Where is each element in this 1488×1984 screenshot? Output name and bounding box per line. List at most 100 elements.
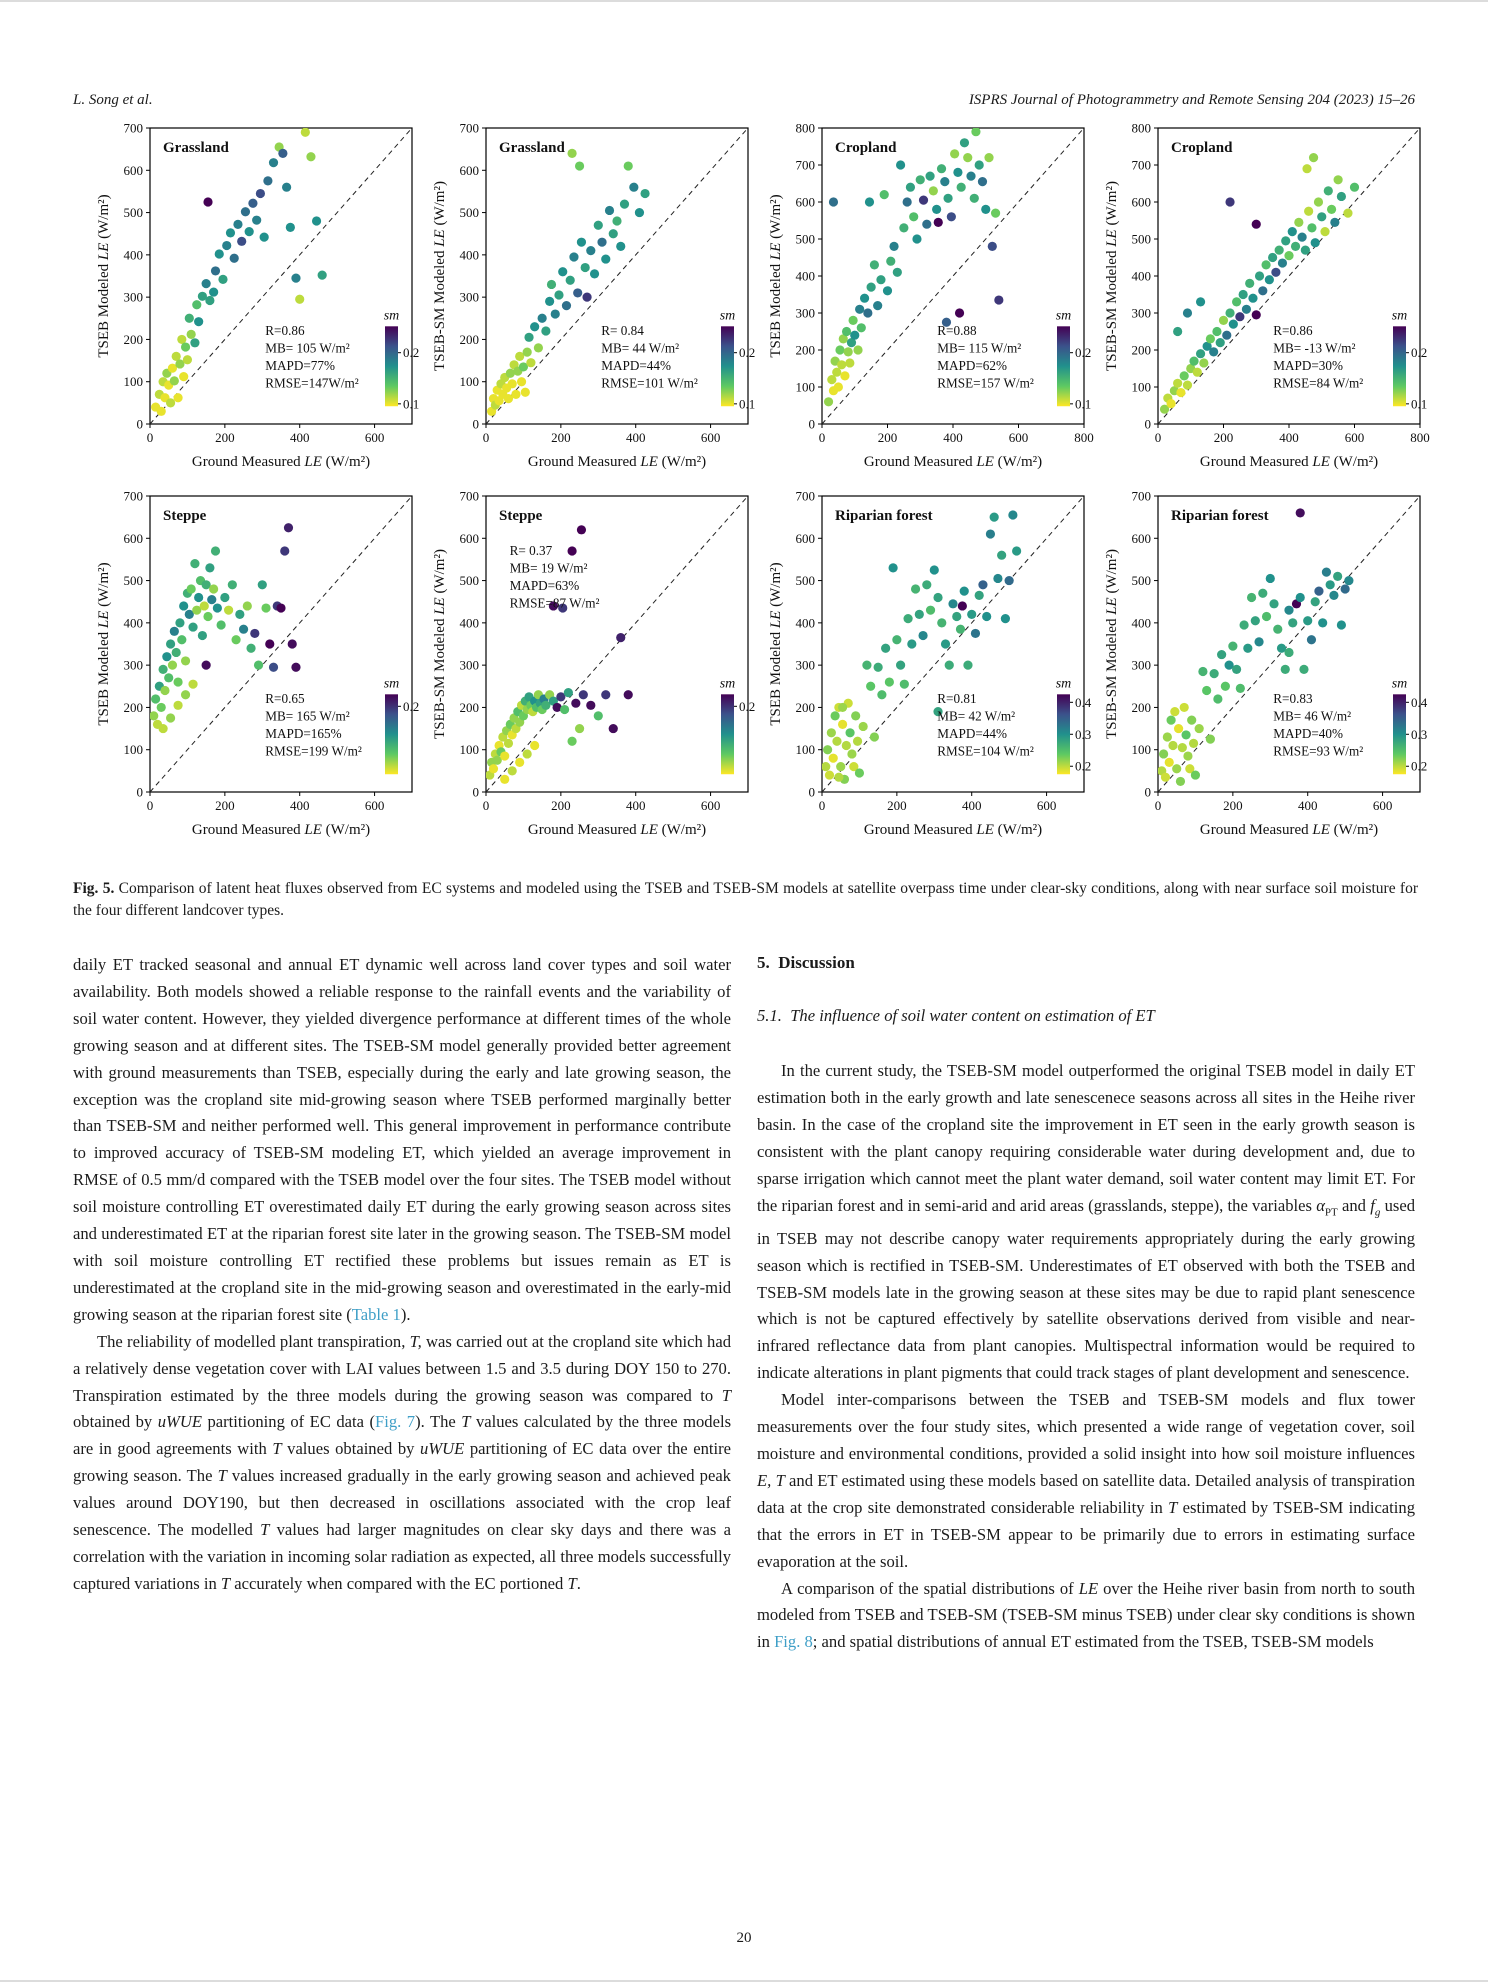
svg-text:Cropland: Cropland [1171, 140, 1233, 156]
svg-text:600: 600 [1345, 430, 1365, 445]
svg-text:700: 700 [796, 158, 816, 173]
svg-text:0: 0 [137, 417, 144, 432]
svg-text:700: 700 [460, 121, 480, 136]
text-run: . [576, 1573, 581, 1593]
svg-text:400: 400 [962, 798, 982, 813]
svg-text:0.1: 0.1 [403, 396, 419, 411]
svg-text:0.2: 0.2 [403, 345, 419, 360]
subscript-text: g [1374, 1205, 1381, 1218]
svg-text:400: 400 [290, 798, 310, 813]
svg-text:400: 400 [124, 247, 144, 262]
svg-text:600: 600 [1373, 798, 1393, 813]
text-run: over the Heihe river basin from north to… [757, 1578, 1415, 1652]
text-run: and [1337, 1195, 1371, 1215]
svg-text:700: 700 [124, 489, 144, 504]
svg-text:0: 0 [819, 430, 826, 445]
svg-text:0: 0 [147, 430, 154, 445]
text-run: In the current study, the TSEB-SM model … [757, 1061, 1415, 1215]
svg-text:100: 100 [1132, 380, 1152, 395]
svg-text:600: 600 [124, 163, 144, 178]
svg-text:sm: sm [1056, 676, 1072, 691]
svg-text:Ground Measured LE (W/m²): Ground Measured LE (W/m²) [1200, 822, 1378, 838]
svg-text:100: 100 [460, 742, 480, 757]
svg-text:0.4: 0.4 [1411, 695, 1428, 710]
svg-text:TSEB Modeled LE (W/m²): TSEB Modeled LE (W/m²) [768, 194, 784, 357]
svg-text:400: 400 [460, 247, 480, 262]
text-run: A comparison of the spatial distribution… [781, 1578, 1079, 1598]
svg-text:400: 400 [626, 430, 646, 445]
italic-text: T [775, 1470, 785, 1490]
svg-text:MAPD=44%: MAPD=44% [601, 358, 671, 373]
svg-text:400: 400 [1132, 615, 1152, 630]
scatter-panel-cropland-tseb: 0 100 200 300 400 500 600 700 800 0 200 400 600 800 Gr… [766, 116, 1102, 484]
subscript-text: PT [1324, 1205, 1338, 1218]
svg-text:200: 200 [460, 700, 480, 715]
svg-text:600: 600 [796, 531, 816, 546]
svg-text:800: 800 [1410, 430, 1430, 445]
svg-text:Ground Measured LE (W/m²): Ground Measured LE (W/m²) [192, 454, 370, 470]
crossref-link[interactable]: Table 1 [351, 1304, 401, 1324]
svg-text:200: 200 [796, 700, 816, 715]
italic-text: T [220, 1573, 231, 1593]
svg-text:300: 300 [124, 658, 144, 673]
svg-text:200: 200 [551, 798, 571, 813]
svg-text:500: 500 [124, 573, 144, 588]
svg-text:300: 300 [460, 658, 480, 673]
svg-text:R= 0.37: R= 0.37 [510, 543, 553, 558]
svg-text:0.4: 0.4 [1075, 695, 1092, 710]
svg-text:600: 600 [460, 531, 480, 546]
svg-text:200: 200 [124, 700, 144, 715]
svg-text:TSEB-SM Modeled LE (W/m²): TSEB-SM Modeled LE (W/m²) [432, 181, 448, 371]
svg-text:0.3: 0.3 [1075, 727, 1091, 742]
scatter-chart: 0 100 200 300 400 500 600 700 0 200 400 600 Ground M… [1104, 489, 1428, 839]
svg-text:Grassland: Grassland [163, 140, 230, 156]
svg-text:R=0.86: R=0.86 [265, 323, 305, 338]
svg-text:300: 300 [796, 658, 816, 673]
svg-text:0.2: 0.2 [403, 699, 419, 714]
svg-text:Ground Measured LE (W/m²): Ground Measured LE (W/m²) [192, 822, 370, 838]
svg-text:800: 800 [1074, 430, 1094, 445]
svg-text:0: 0 [1145, 785, 1152, 800]
italic-text: T [272, 1439, 282, 1459]
svg-text:100: 100 [124, 374, 144, 389]
svg-text:100: 100 [460, 374, 480, 389]
svg-text:400: 400 [1132, 269, 1152, 284]
paragraph: In the current study, the TSEB-SM model … [757, 1058, 1415, 1387]
svg-text:0.1: 0.1 [1075, 396, 1091, 411]
svg-text:200: 200 [124, 332, 144, 347]
svg-text:300: 300 [124, 290, 144, 305]
svg-text:RMSE=101 W/m²: RMSE=101 W/m² [601, 376, 698, 391]
scatter-panel-riparian-forest-tseb-sm: 0 100 200 300 400 500 600 700 0 200 400 600 Ground M… [1102, 484, 1438, 852]
svg-text:500: 500 [1132, 232, 1152, 247]
svg-text:sm: sm [1392, 308, 1408, 323]
text-run: partitioning of EC data over the entire … [73, 1439, 731, 1486]
svg-text:0: 0 [483, 430, 490, 445]
svg-text:0: 0 [1155, 430, 1162, 445]
svg-text:300: 300 [796, 306, 816, 321]
svg-text:0.2: 0.2 [1075, 759, 1091, 774]
svg-text:MB= 42 W/m²: MB= 42 W/m² [937, 709, 1015, 724]
svg-text:RMSE=199 W/m²: RMSE=199 W/m² [265, 744, 362, 759]
svg-text:600: 600 [1132, 195, 1152, 210]
svg-text:400: 400 [943, 430, 963, 445]
crossref-link[interactable]: Fig. 8 [774, 1632, 813, 1652]
svg-text:RMSE=87 W/m²: RMSE=87 W/m² [510, 596, 600, 611]
svg-text:100: 100 [124, 742, 144, 757]
svg-text:R=0.88: R=0.88 [937, 323, 977, 338]
italic-text: T [260, 1520, 270, 1540]
svg-text:Ground Measured LE (W/m²): Ground Measured LE (W/m²) [864, 822, 1042, 838]
section-heading: 5. Discussion [757, 953, 855, 972]
svg-text:700: 700 [460, 489, 480, 504]
svg-text:700: 700 [124, 121, 144, 136]
paragraph: A comparison of the spatial distribution… [757, 1576, 1415, 1657]
svg-text:MB= 44 W/m²: MB= 44 W/m² [601, 341, 679, 356]
svg-text:700: 700 [1132, 489, 1152, 504]
text-run: values obtained by [281, 1439, 421, 1459]
svg-text:sm: sm [1392, 676, 1408, 691]
svg-text:RMSE=93 W/m²: RMSE=93 W/m² [1273, 744, 1363, 759]
scatter-panel-cropland-tseb-sm: 0 100 200 300 400 500 600 700 800 0 200 400 600 800 Gr… [1102, 116, 1438, 484]
scatter-chart: 0 100 200 300 400 500 600 700 0 200 400 600 Ground M… [768, 489, 1092, 839]
italic-text: uWUE [157, 1412, 202, 1432]
crossref-link[interactable]: Fig. 7 [375, 1412, 416, 1432]
svg-text:200: 200 [1214, 430, 1234, 445]
